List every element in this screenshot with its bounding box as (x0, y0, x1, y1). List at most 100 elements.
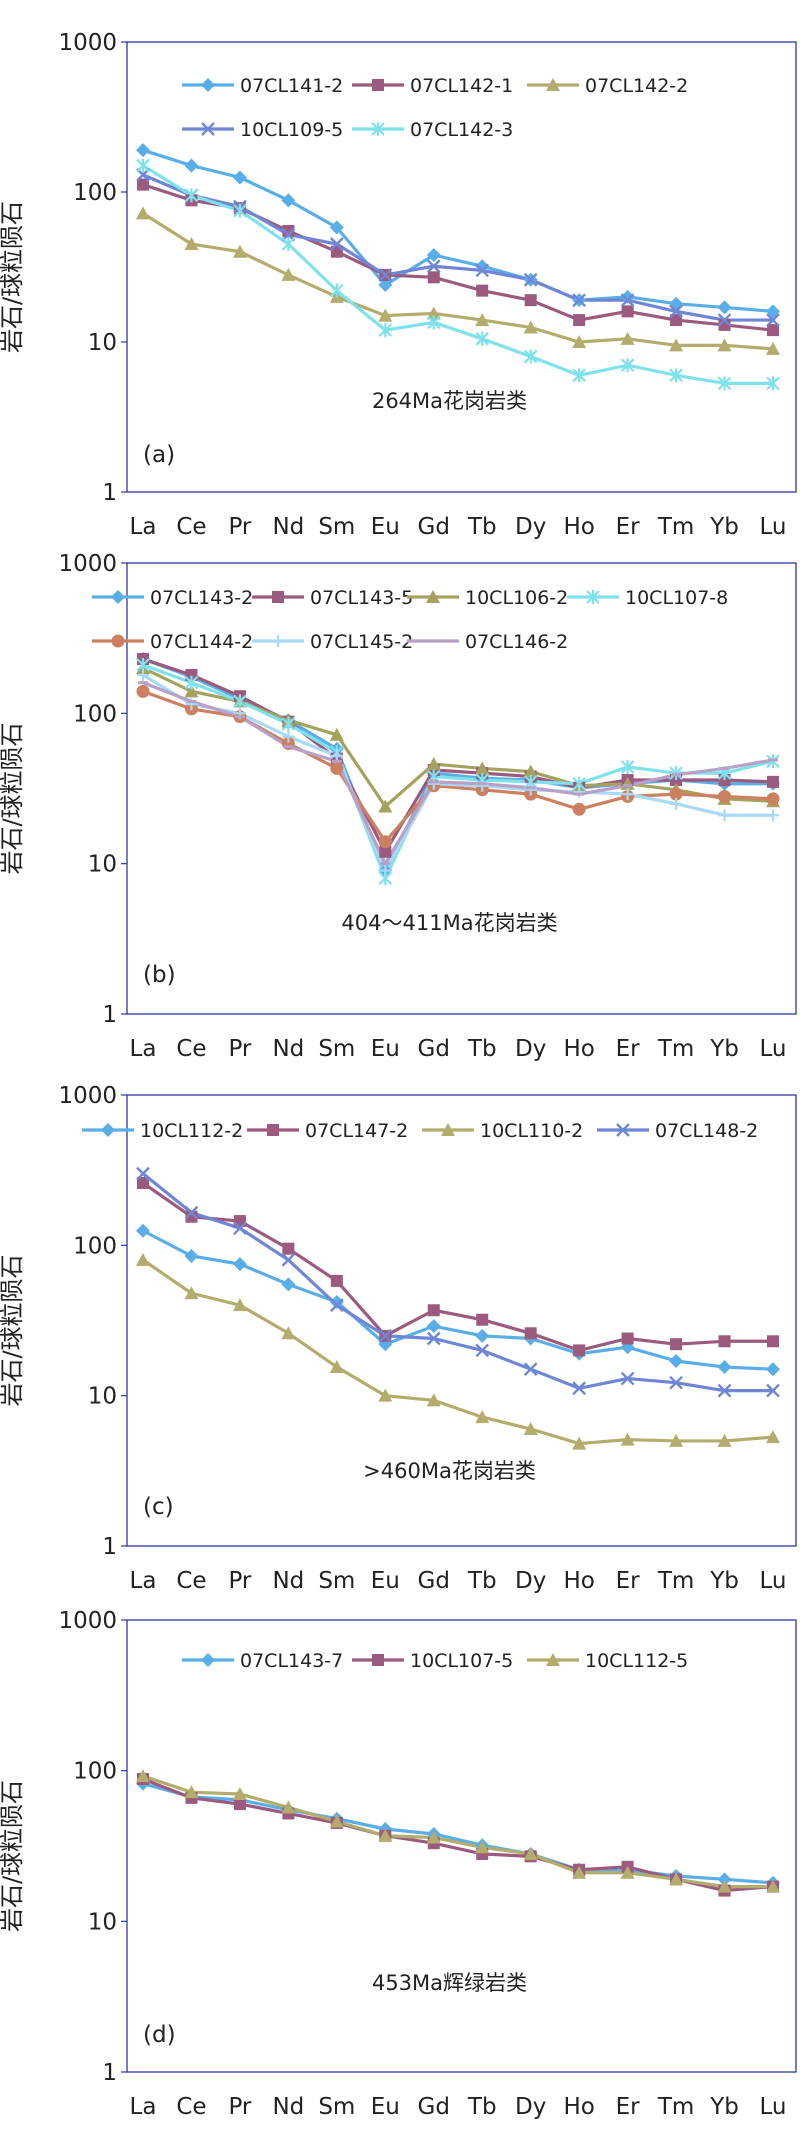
legend-label: 07CL145-2 (310, 631, 413, 653)
legend-label: 10CL107-8 (625, 587, 728, 609)
panel-annotation: 404～411Ma花岗岩类 (341, 911, 557, 935)
data-point-07CL144-2 (718, 789, 732, 803)
panel-label: (c) (143, 1494, 174, 1520)
legend-marker (101, 1123, 115, 1137)
y-tick-label: 10 (88, 1909, 117, 1935)
data-point-07CL141-2 (184, 158, 199, 173)
data-point-07CL146-2 (671, 773, 682, 777)
x-tick-label: Pr (228, 2094, 251, 2120)
legend-marker (272, 635, 284, 647)
data-point-10CL106-2 (523, 764, 538, 778)
x-tick-label: Yb (709, 514, 739, 540)
data-point-10CL109-5 (669, 304, 683, 319)
data-point-10CL110-2 (669, 1433, 684, 1447)
data-point-10CL112-5 (281, 1800, 296, 1814)
data-point-07CL147-2 (137, 1176, 149, 1189)
x-tick-label: Nd (272, 514, 304, 540)
data-point-07CL147-2 (282, 1242, 295, 1255)
x-tick-label: Nd (272, 1036, 304, 1062)
legend-label: 07CL143-5 (310, 587, 413, 609)
data-point-10CL106-2 (475, 761, 490, 775)
legend-label: 10CL109-5 (240, 119, 343, 141)
data-point-10CL110-2 (766, 1430, 780, 1444)
y-tick-label: 1000 (58, 551, 117, 577)
x-tick-label: Ce (176, 2094, 206, 2120)
data-point-10CL112-5 (717, 1879, 732, 1893)
panel-label: (b) (143, 962, 176, 988)
legend-marker (201, 122, 215, 136)
legend-label: 07CL144-2 (150, 631, 253, 653)
data-point-07CL148-2 (669, 1375, 683, 1390)
data-point-10CL112-2 (184, 1248, 199, 1263)
data-point-07CL142-1 (524, 294, 537, 307)
data-point-10CL109-5 (766, 313, 780, 327)
x-tick-label: Eu (371, 1568, 400, 1594)
data-point-07CL148-2 (184, 1205, 199, 1220)
data-point-07CL146-2 (719, 766, 730, 770)
y-tick-label: 100 (73, 701, 117, 727)
data-point-07CL142-2 (281, 267, 296, 281)
legend-marker (616, 1123, 630, 1137)
x-tick-label: Lu (760, 514, 787, 540)
x-tick-label: Tb (467, 2094, 497, 2120)
series-line-07CL143-5 (142, 657, 774, 854)
panel-annotation: 453Ma辉绿岩类 (372, 1971, 527, 1995)
series-line-07CL142-3 (142, 164, 773, 385)
x-tick-label: Er (616, 1568, 641, 1594)
data-point-10CL112-2 (136, 1223, 150, 1238)
data-point-07CL145-2 (476, 779, 489, 792)
data-point-07CL144-2 (378, 835, 392, 849)
data-point-10CL106-2 (378, 799, 393, 813)
data-point-07CL142-3 (378, 323, 393, 338)
x-tick-label: Ho (563, 1036, 594, 1062)
data-point-10CL110-2 (717, 1433, 732, 1447)
legend-label: 10CL106-2 (465, 587, 568, 609)
data-point-10CL112-2 (426, 1319, 441, 1334)
legend-marker (201, 78, 215, 92)
legend-marker (426, 590, 440, 603)
y-tick-label: 10 (88, 330, 117, 356)
data-point-10CL110-2 (426, 1393, 441, 1407)
data-point-07CL142-2 (717, 338, 732, 352)
y-tick-label: 10 (88, 1384, 117, 1410)
data-point-07CL142-3 (523, 349, 538, 364)
legend-marker (441, 1123, 455, 1136)
legend-label: 07CL147-2 (305, 1120, 408, 1142)
data-point-07CL146-2 (234, 715, 245, 719)
x-tick-label: Dy (515, 2094, 546, 2120)
series-line-07CL141-2 (142, 148, 774, 313)
legend-marker (111, 590, 125, 604)
chart-panel-c: 1 10 100 1000 岩石/球粒陨石 La Ce Pr Nd Sm Eu Gd Tb Dy Ho Er T… (0, 1083, 797, 1594)
data-point-07CL141-2 (717, 300, 732, 315)
x-tick-label: Er (616, 1036, 641, 1062)
data-point-10CL110-2 (572, 1436, 587, 1450)
data-point-10CL110-2 (475, 1410, 490, 1424)
data-point-07CL141-2 (378, 277, 393, 292)
data-point-07CL142-3 (766, 376, 780, 391)
x-tick-label: Dy (515, 514, 546, 540)
data-point-10CL112-2 (717, 1360, 732, 1375)
x-tick-label: Tb (467, 514, 497, 540)
data-point-10CL112-2 (232, 1257, 247, 1272)
panel-annotation: 264Ma花岗岩类 (372, 389, 527, 413)
x-tick-label: Gd (418, 1568, 450, 1594)
y-tick-label: 1 (102, 480, 117, 506)
data-point-10CL112-5 (523, 1846, 538, 1860)
data-point-10CL112-5 (572, 1865, 587, 1879)
data-point-07CL147-2 (718, 1335, 731, 1348)
data-point-10CL112-5 (620, 1865, 635, 1879)
data-point-07CL142-1 (330, 245, 343, 258)
data-point-07CL147-2 (185, 1210, 198, 1223)
legend-label: 10CL110-2 (480, 1120, 583, 1142)
data-point-10CL106-2 (329, 727, 344, 741)
data-point-10CL107-8 (669, 766, 683, 781)
data-point-07CL143-5 (185, 668, 198, 681)
data-point-10CL112-5 (378, 1828, 393, 1842)
data-point-10CL112-5 (329, 1814, 344, 1828)
data-point-07CL141-2 (475, 259, 490, 274)
data-point-10CL112-5 (136, 1769, 150, 1783)
x-tick-label: La (130, 2094, 157, 2120)
y-tick-label: 10 (88, 852, 117, 878)
data-point-07CL142-1 (476, 284, 489, 297)
series-line-10CL107-8 (142, 663, 774, 880)
